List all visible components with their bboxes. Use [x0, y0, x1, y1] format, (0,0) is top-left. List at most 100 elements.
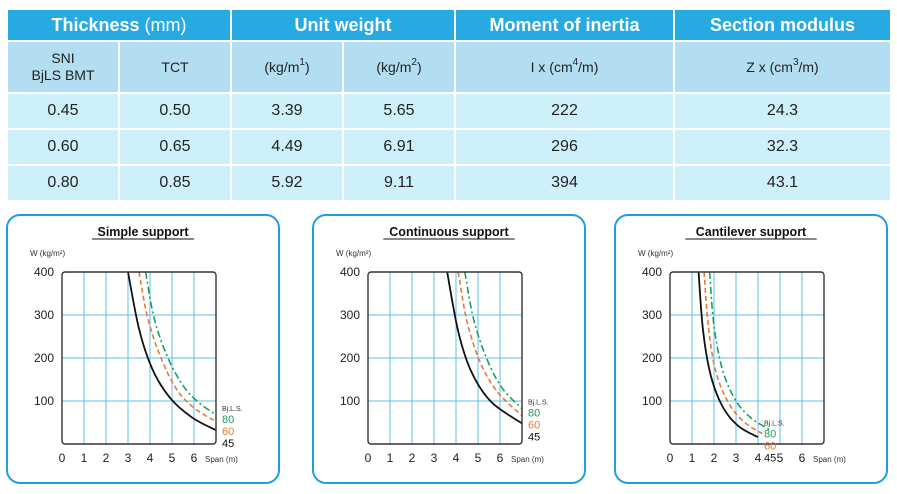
x-tick-label: 0: [59, 451, 66, 465]
table-cell: 0.50: [120, 94, 230, 128]
plot-frame: [61, 271, 217, 445]
y-tick-label: 400: [34, 265, 54, 279]
chart-svg-cantilever-support: Cantilever support W (kg/m²) 100 200 300 400 0…: [638, 225, 846, 465]
y-tick-label: 100: [340, 394, 360, 408]
x-tick-label: 6: [497, 451, 504, 465]
legend-title: Bj.L.S.: [528, 400, 549, 407]
chart-simple-support: Simple support W (kg/m²) 100 200 300 400 0 1 2 3 4…: [6, 214, 280, 484]
table-cell: 32.3: [675, 130, 890, 164]
chart-title: Simple support: [98, 225, 190, 239]
table-cell: 5.65: [344, 94, 454, 128]
y-axis-label: W (kg/m²): [638, 249, 673, 258]
table-cell: 0.80: [8, 166, 118, 200]
header-sub-row: SNI BjLS BMT TCT (kg/m1) (kg/m2) I x (cm4…: [8, 42, 890, 92]
x-axis-label: Span (m): [813, 455, 846, 464]
x-tick-label: 0: [667, 451, 674, 465]
chart-title: Continuous support: [389, 225, 509, 239]
series-group: [697, 272, 770, 438]
legend-label-45: 45: [764, 452, 776, 464]
x-tick-label: 1: [689, 451, 696, 465]
legend-label-80: 80: [528, 408, 540, 420]
table-cell: 24.3: [675, 94, 890, 128]
legend-label-45: 45: [222, 438, 234, 450]
series-line-80: [708, 272, 770, 431]
x-axis-label: Span (m): [511, 455, 544, 464]
y-axis-label: W (kg/m²): [30, 249, 65, 258]
series-line-80: [144, 272, 216, 416]
table-row: 0.80 0.85 5.92 9.11 394 43.1: [8, 166, 890, 200]
series-line-45: [697, 272, 759, 438]
series-line-60: [703, 272, 763, 435]
table-cell: 3.39: [232, 94, 342, 128]
spec-table: Thickness (mm) Unit weight Moment of ine…: [6, 8, 892, 202]
x-tick-label: 1: [81, 451, 88, 465]
header-section-modulus: Section modulus: [675, 10, 890, 40]
chart-svg-continuous-support: Continuous support W (kg/m²) 100 200 300 400 0…: [336, 225, 549, 465]
y-axis-label: W (kg/m²): [336, 249, 371, 258]
table-row: 0.45 0.50 3.39 5.65 222 24.3: [8, 94, 890, 128]
x-tick-label: 4: [755, 451, 762, 465]
table-cell: 9.11: [344, 166, 454, 200]
table-cell: 43.1: [675, 166, 890, 200]
table-cell: 394: [456, 166, 673, 200]
series-line-60: [457, 272, 522, 417]
y-tick-label: 100: [642, 394, 662, 408]
legend-title: Bj.L.S.: [222, 406, 243, 413]
y-tick-label: 200: [642, 351, 662, 365]
series-line-80: [464, 272, 522, 410]
x-tick-label: 2: [409, 451, 416, 465]
subheader-kg-per-m: (kg/m1): [232, 42, 342, 92]
chart-title: Cantilever support: [696, 225, 807, 239]
table-cell: 4.49: [232, 130, 342, 164]
header-unit-weight: Unit weight: [232, 10, 454, 40]
table-cell: 6.91: [344, 130, 454, 164]
x-tick-label: 2: [711, 451, 718, 465]
x-tick-label: 5: [475, 451, 482, 465]
subheader-ix: I x (cm4/m): [456, 42, 673, 92]
header-moment-of-inertia: Moment of inertia: [456, 10, 673, 40]
plot-frame: [669, 271, 825, 445]
plot-frame: [367, 271, 523, 445]
x-tick-label: 3: [431, 451, 438, 465]
legend-label-80: 80: [222, 414, 234, 426]
legend-label-80: 80: [764, 428, 776, 440]
y-tick-label: 200: [340, 351, 360, 365]
subheader-kg-per-m2: (kg/m2): [344, 42, 454, 92]
subheader-sni: SNI BjLS BMT: [8, 42, 118, 92]
y-tick-label: 100: [34, 394, 54, 408]
x-tick-label: 0: [365, 451, 372, 465]
x-tick-label: 6: [191, 451, 198, 465]
chart-continuous-support: Continuous support W (kg/m²) 100 200 300 400 0…: [312, 214, 586, 484]
table-row: 0.60 0.65 4.49 6.91 296 32.3: [8, 130, 890, 164]
x-tick-label: 6: [799, 451, 806, 465]
series-group: [446, 272, 522, 425]
table-cell: 0.85: [120, 166, 230, 200]
y-tick-label: 200: [34, 351, 54, 365]
subheader-zx: Z x (cm3/m): [675, 42, 890, 92]
y-tick-label: 400: [642, 265, 662, 279]
x-tick-label: 4: [453, 451, 460, 465]
legend-label-45: 45: [528, 432, 540, 444]
series-line-45: [446, 272, 522, 425]
table-cell: 0.45: [8, 94, 118, 128]
header-group-row: Thickness (mm) Unit weight Moment of ine…: [8, 10, 890, 40]
x-tick-label: 4: [147, 451, 154, 465]
table-cell: 5.92: [232, 166, 342, 200]
table-cell: 296: [456, 130, 673, 164]
series-group: [127, 272, 216, 431]
y-tick-label: 300: [642, 308, 662, 322]
x-tick-label: 5: [777, 451, 784, 465]
chart-cantilever-support: Cantilever support W (kg/m²) 100 200 300 400 0…: [614, 214, 888, 484]
legend-label-60: 60: [528, 420, 540, 432]
legend-label-60: 60: [222, 426, 234, 438]
x-tick-label: 3: [733, 451, 740, 465]
x-tick-label: 3: [125, 451, 132, 465]
x-tick-label: 5: [169, 451, 176, 465]
series-line-60: [138, 272, 216, 423]
y-tick-label: 400: [340, 265, 360, 279]
x-axis-label: Span (m): [205, 455, 238, 464]
legend-title: Bj.L.S.: [764, 420, 785, 427]
table-cell: 0.60: [8, 130, 118, 164]
legend-label-60: 60: [764, 440, 776, 452]
table-cell: 222: [456, 94, 673, 128]
